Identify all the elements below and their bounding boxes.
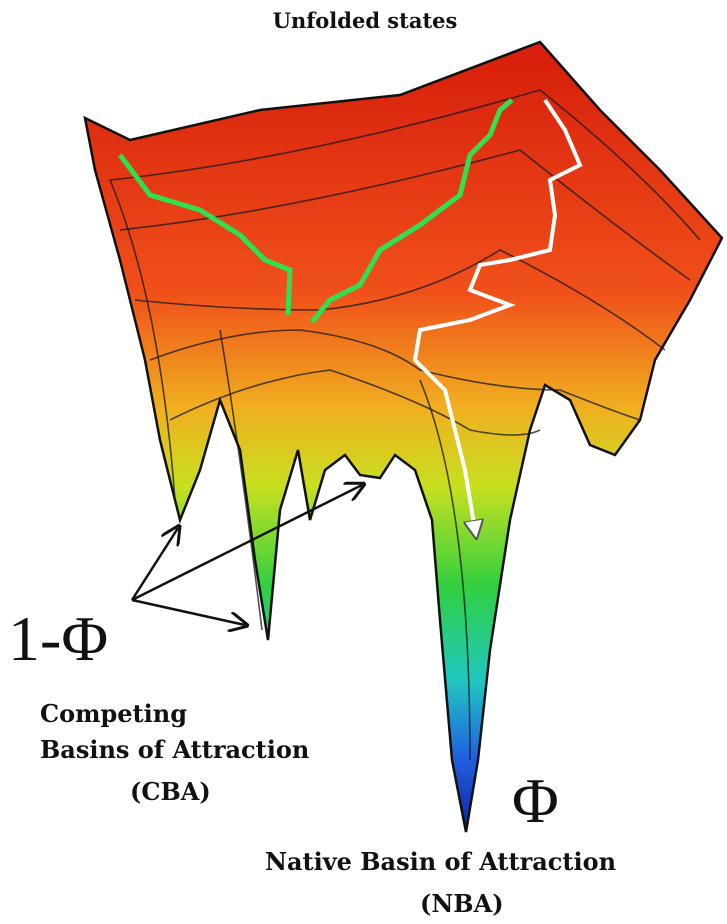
cba-label: (CBA)	[130, 777, 211, 806]
landscape-figure: Unfolded states 1-Φ Competing Basins of …	[0, 0, 727, 924]
title: Unfolded states	[273, 8, 458, 33]
cba-label: Basins of Attraction	[40, 735, 309, 764]
nba-symbol: Φ	[512, 765, 559, 836]
nba-label: Native Basin of Attraction	[265, 847, 616, 876]
nba-label: (NBA)	[420, 889, 504, 918]
cba-symbol: 1-Φ	[8, 603, 108, 674]
cba-label: Competing	[40, 699, 187, 728]
